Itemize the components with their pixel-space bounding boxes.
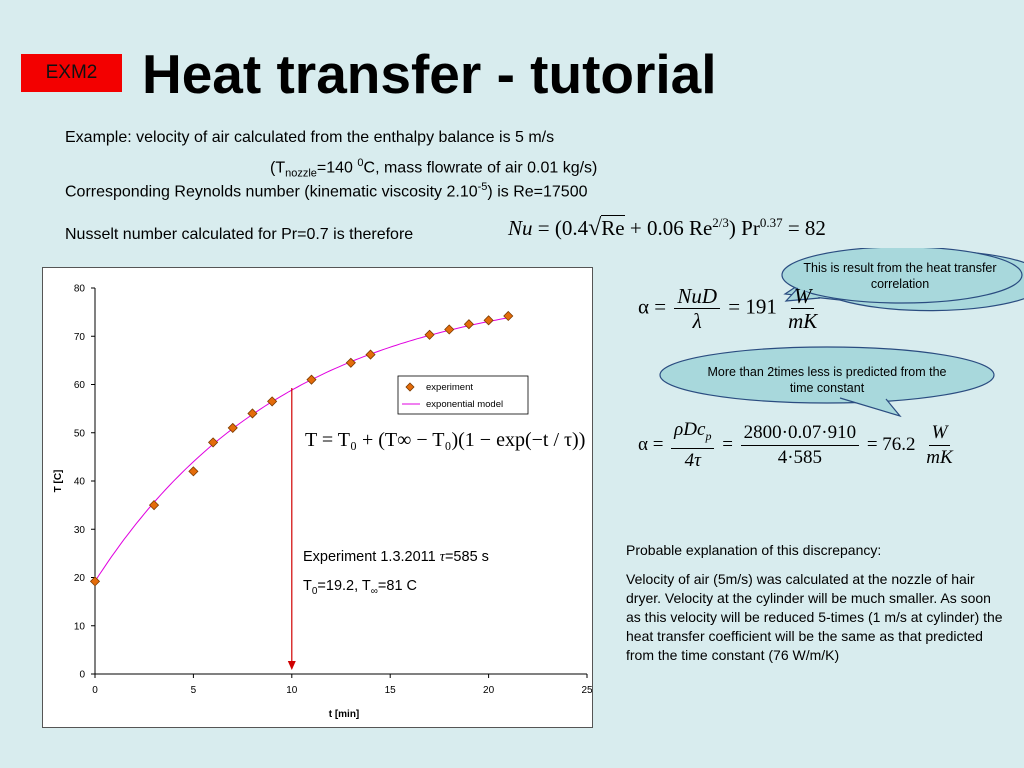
y-tick-label: 40: [74, 477, 86, 488]
callout-1-text: This is result from the heat transfer co…: [803, 261, 997, 291]
explanation-heading: Probable explanation of this discrepancy…: [626, 542, 882, 558]
y-tick-label: 10: [74, 621, 86, 632]
temperature-chart: 0 10 20 30 40 50 60 70 80 0 5 10 15 20 25 t [min] T [C] e…: [53, 284, 592, 721]
legend-box: [397, 375, 529, 415]
parameters-annotation: T0=19.2, T∞=81 C: [303, 578, 418, 597]
intro-line-1: Example: velocity of air calculated from…: [65, 129, 555, 146]
callout-2-text: More than 2times less is predicted from …: [707, 365, 947, 395]
series-line-exponential-model: [94, 317, 509, 582]
data-point-experiment: [424, 329, 435, 340]
callout-tail-2: [839, 397, 902, 418]
data-point-experiment: [483, 315, 494, 326]
data-point-experiment: [247, 408, 258, 419]
alpha-formula-2: α = ρDcp 4τ = 2800·0.07·910 4·585 = 76.2 W…: [638, 419, 953, 471]
x-tick-label: 15: [385, 685, 397, 696]
data-point-experiment: [365, 349, 376, 360]
data-point-experiment: [463, 319, 474, 330]
tau-arrow-head: [287, 661, 296, 670]
x-tick-label: 25: [581, 685, 592, 696]
chart-frame: 0 10 20 30 40 50 60 70 80 0 5 10 15 20 25 t [min] T [C] e…: [42, 267, 593, 728]
data-point-experiment: [444, 324, 455, 335]
slide-title: Heat transfer - tutorial: [142, 43, 717, 105]
intro-line-3: Corresponding Reynolds number (kinematic…: [65, 181, 588, 201]
x-tick-label: 20: [483, 685, 495, 696]
callout-bubble-2-body: [659, 346, 995, 404]
legend-label-model: exponential model: [426, 399, 503, 410]
data-point-experiment: [503, 310, 514, 322]
data-point-experiment: [148, 500, 160, 511]
data-point-experiment: [227, 422, 238, 433]
y-tick-label: 60: [74, 380, 86, 391]
y-tick-label: 0: [79, 670, 85, 681]
data-point-experiment: [188, 466, 199, 477]
x-tick-label: 5: [191, 685, 197, 696]
y-axis-label: T [C]: [53, 470, 64, 493]
explanation-body: Velocity of air (5m/s) was calculated at…: [626, 571, 1003, 663]
data-point-experiment: [89, 576, 101, 587]
legend-marker-experiment: [405, 382, 415, 392]
y-tick-label: 30: [74, 525, 86, 536]
experiment-annotation: Experiment 1.3.2011 τ=585 s: [303, 549, 489, 565]
callout-shapes: [659, 248, 1024, 418]
intro-line-4: Nusselt number calculated for Pr=0.7 is …: [65, 226, 414, 243]
y-tick-label: 20: [74, 573, 86, 584]
x-tick-label: 0: [92, 685, 98, 696]
y-tick-label: 70: [74, 332, 86, 343]
nusselt-formula: Nu = (0.4√Re + 0.06 Re2/3) Pr0.37 = 82: [508, 215, 826, 241]
data-point-experiment: [306, 374, 317, 385]
y-tick-label: 80: [74, 284, 86, 295]
callout-tail-1: [784, 287, 821, 302]
legend-label-experiment: experiment: [426, 382, 473, 393]
y-tick-label: 50: [74, 428, 86, 439]
callout-bubble-1-body: [781, 248, 1023, 304]
data-point-experiment: [208, 437, 219, 448]
slide-badge: EXM2: [21, 54, 122, 92]
intro-line-2: (Tnozzle=140 0C, mass flowrate of air 0.…: [270, 157, 598, 180]
data-point-experiment: [267, 396, 278, 407]
data-point-experiment: [345, 357, 356, 368]
x-tick-label: 10: [286, 685, 298, 696]
x-axis-label: t [min]: [329, 709, 360, 720]
model-equation: T = T₀ + (T∞ − T₀)(1 − exp(−t / τ)): [305, 429, 586, 451]
